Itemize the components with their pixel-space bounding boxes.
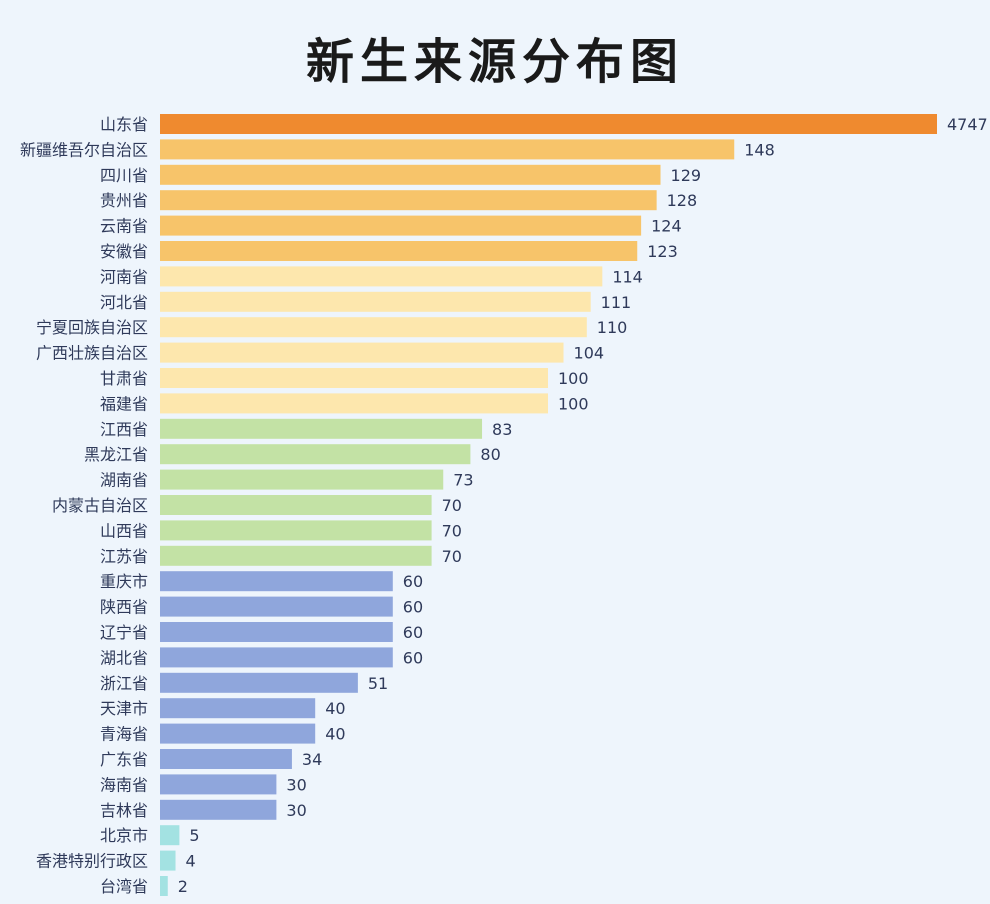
bar-31 (160, 876, 168, 896)
value-label: 51 (368, 674, 388, 693)
value-label: 100 (558, 369, 589, 388)
value-label: 4 (186, 852, 196, 871)
value-label: 129 (671, 166, 702, 185)
category-label: 宁夏回族自治区 (36, 318, 148, 337)
value-label: 83 (492, 420, 512, 439)
category-label: 河北省 (100, 293, 148, 312)
category-label: 内蒙古自治区 (52, 496, 148, 515)
bar-16 (160, 495, 432, 515)
chart-title: 新生来源分布图 (305, 34, 684, 90)
category-label: 山东省 (100, 115, 148, 134)
category-label: 陕西省 (100, 598, 148, 617)
bar-28 (160, 799, 277, 820)
value-label: 60 (403, 572, 423, 591)
category-label: 云南省 (100, 217, 148, 236)
value-label: 124 (651, 217, 682, 236)
bar-13 (160, 418, 483, 439)
value-label: 128 (667, 191, 698, 210)
category-label: 湖北省 (100, 648, 148, 667)
bar-8 (160, 291, 591, 312)
bar-10 (160, 342, 564, 363)
value-label: 60 (403, 598, 423, 617)
category-label: 吉林省 (100, 801, 148, 820)
bar-22 (160, 647, 393, 668)
category-label: 浙江省 (100, 674, 148, 693)
bar-21 (160, 622, 393, 642)
bar-7 (160, 266, 603, 287)
category-label: 台湾省 (100, 877, 148, 896)
value-label: 60 (403, 648, 423, 667)
bar-26 (160, 749, 292, 769)
value-label: 110 (597, 318, 628, 337)
bar-18 (160, 545, 432, 566)
bar-1 (160, 114, 937, 134)
category-label: 安徽省 (100, 242, 148, 261)
category-label: 江苏省 (100, 547, 148, 566)
bar-5 (160, 215, 642, 236)
category-label: 四川省 (100, 166, 148, 185)
value-label: 30 (286, 801, 306, 820)
value-label: 34 (302, 750, 322, 769)
bar-14 (160, 444, 471, 465)
value-label: 60 (403, 623, 423, 642)
bar-6 (160, 241, 638, 261)
value-label: 70 (442, 547, 462, 566)
category-label: 天津市 (100, 699, 148, 718)
bar-4 (160, 190, 657, 211)
category-label: 北京市 (100, 826, 148, 845)
bar-17 (160, 520, 432, 541)
bar-19 (160, 571, 393, 592)
category-label: 广西壮族自治区 (36, 344, 148, 363)
category-label: 海南省 (100, 775, 148, 794)
category-label: 河南省 (100, 267, 148, 286)
value-label: 70 (442, 496, 462, 515)
bar-20 (160, 596, 393, 617)
value-label: 40 (325, 725, 345, 744)
category-label: 贵州省 (100, 191, 148, 210)
value-label: 114 (612, 267, 643, 286)
category-label: 江西省 (100, 420, 148, 439)
bar-25 (160, 723, 316, 744)
value-label: 148 (744, 140, 775, 159)
value-label: 4747 (947, 115, 988, 134)
category-label: 甘肃省 (100, 369, 148, 388)
category-label: 广东省 (100, 750, 148, 769)
value-label: 123 (647, 242, 678, 261)
category-label: 黑龙江省 (84, 445, 148, 464)
category-label: 福建省 (100, 394, 148, 413)
bar-15 (160, 469, 444, 490)
value-label: 2 (178, 877, 188, 896)
value-label: 111 (601, 293, 632, 312)
value-label: 100 (558, 394, 589, 413)
bar-29 (160, 825, 180, 846)
bar-24 (160, 698, 316, 719)
category-label: 香港特别行政区 (36, 852, 148, 871)
value-label: 104 (574, 344, 605, 363)
category-label: 辽宁省 (100, 623, 148, 642)
bar-30 (160, 850, 176, 871)
bar-12 (160, 393, 548, 414)
bar-9 (160, 317, 587, 338)
value-label: 30 (286, 775, 306, 794)
category-label: 湖南省 (100, 471, 148, 490)
value-label: 5 (189, 826, 199, 845)
bar-11 (160, 368, 548, 388)
category-label: 青海省 (100, 725, 148, 744)
bar-23 (160, 672, 358, 693)
bar-2 (160, 139, 735, 160)
category-label: 新疆维吾尔自治区 (20, 140, 148, 159)
value-label: 70 (442, 521, 462, 540)
value-label: 73 (453, 471, 473, 490)
category-label: 山西省 (100, 521, 148, 540)
bar-3 (160, 164, 661, 185)
value-label: 80 (480, 445, 500, 464)
bar-27 (160, 774, 277, 795)
category-label: 重庆市 (100, 572, 148, 591)
value-label: 40 (325, 699, 345, 718)
